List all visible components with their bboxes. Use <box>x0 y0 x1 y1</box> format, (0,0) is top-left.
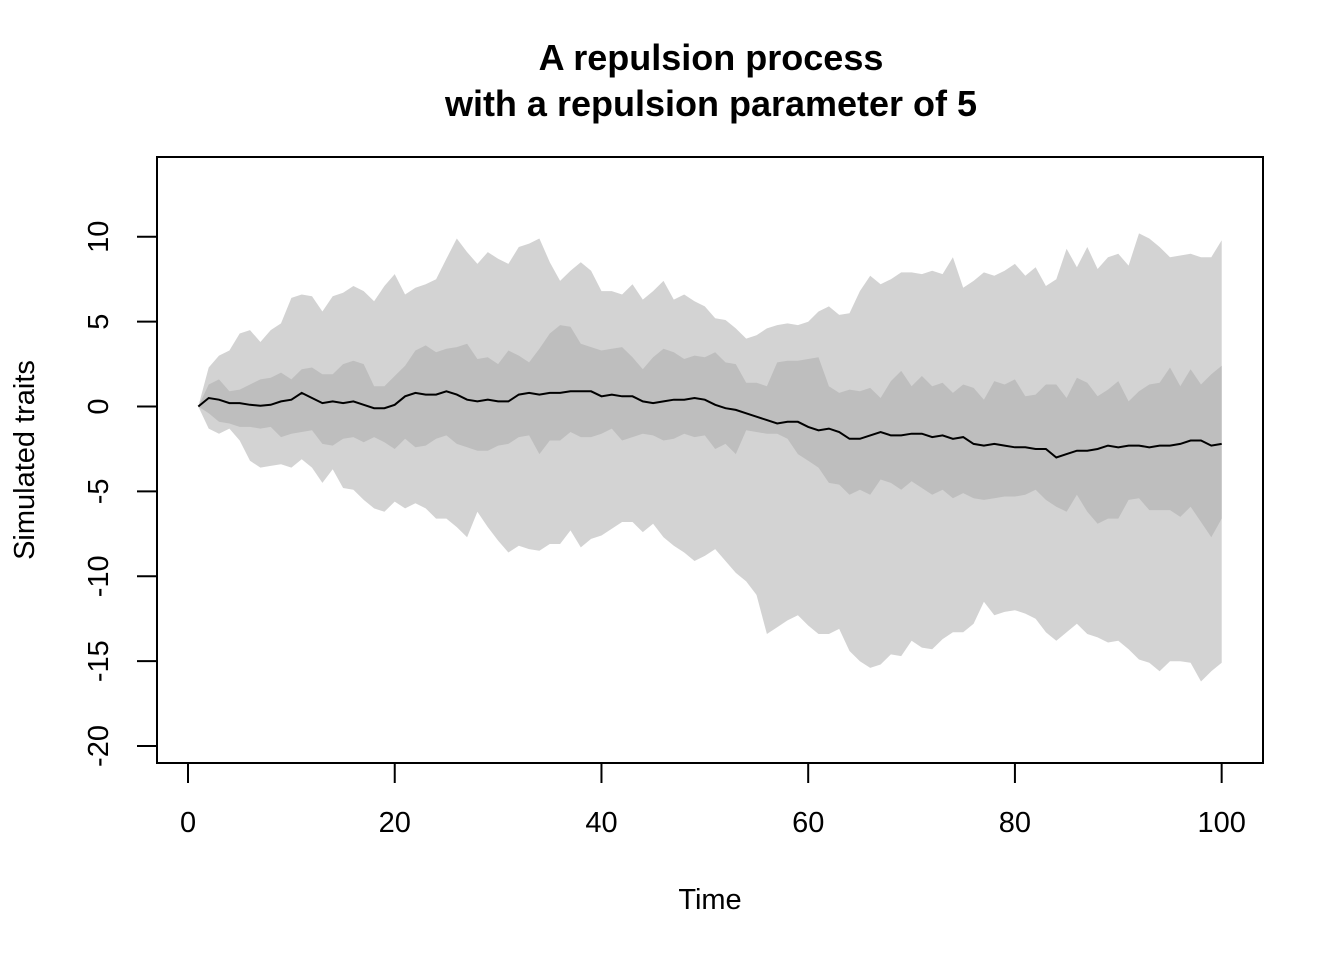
x-axis-label: Time <box>678 884 741 916</box>
y-tick-label: 10 <box>83 221 115 253</box>
inner-band <box>198 325 1222 538</box>
x-tick-label: 100 <box>1197 807 1245 839</box>
y-axis-label: Simulated traits <box>9 360 41 560</box>
median-line <box>197 390 1222 459</box>
y-tick-label: 0 <box>83 398 115 414</box>
y-tick-label: 5 <box>83 314 115 330</box>
chart-title-line-2: with a repulsion parameter of 5 <box>444 83 977 124</box>
x-tick-label: 60 <box>792 807 824 839</box>
y-tick-label: -15 <box>83 640 115 682</box>
y-tick-label: -20 <box>83 725 115 767</box>
x-axis: 0 20 40 60 80 100 <box>180 762 1246 839</box>
chart-title-line-1: A repulsion process <box>539 37 884 78</box>
x-tick-label: 40 <box>585 807 617 839</box>
y-tick-label: -10 <box>83 555 115 597</box>
y-axis: 10 5 0 -5 -10 -15 -20 <box>83 221 158 767</box>
x-tick-label: 0 <box>180 807 196 839</box>
plot-area <box>197 233 1222 682</box>
x-tick-label: 20 <box>379 807 411 839</box>
y-tick-label: -5 <box>83 479 115 505</box>
x-tick-label: 80 <box>999 807 1031 839</box>
outer-band <box>198 233 1222 682</box>
